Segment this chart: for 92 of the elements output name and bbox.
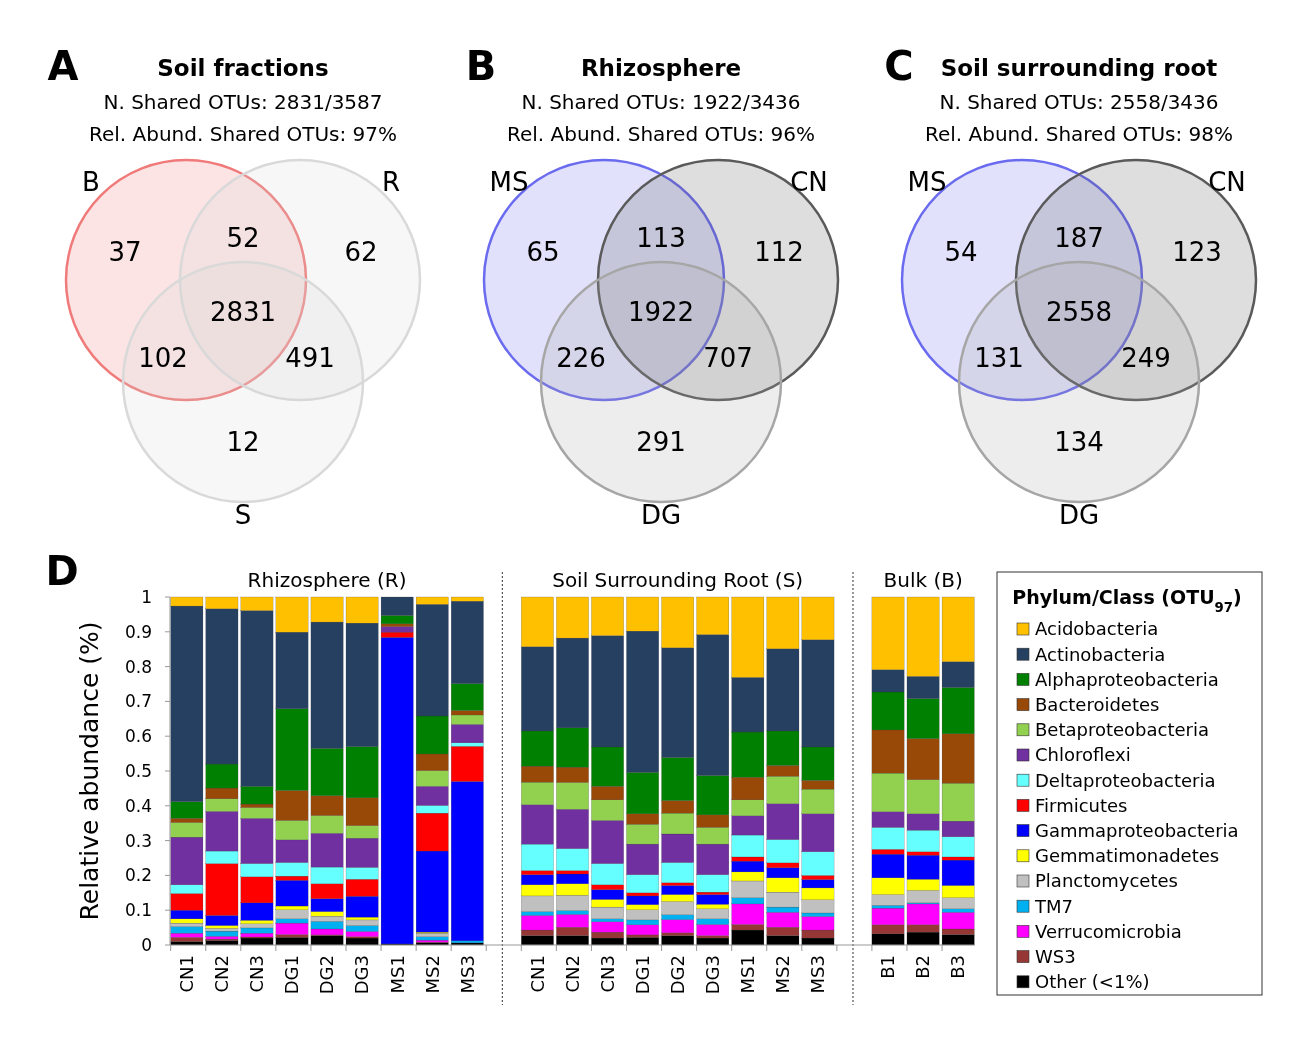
category-label: MS [489,167,529,197]
text: A [47,43,79,89]
y-tick-label: 0.8 [124,656,152,677]
text: N. Shared OTUs: 2831/3587 Rel. Abund. Shared OTUs: 97% [88,90,398,146]
legend-label: Bacteroidetes [1035,693,1160,715]
legend-label: WS3 [1035,945,1076,967]
legend-label: Chloroflexi [1035,744,1131,766]
x-tick-label: DG2 [666,955,688,995]
text: 65 [526,237,560,267]
x-tick-label: CN1 [176,955,198,993]
category-label: CN [790,167,828,197]
text: Rhizosphere [580,55,742,81]
text: 1922 [627,297,695,327]
text: 54 [944,237,978,267]
x-tick-label: DG3 [351,955,373,995]
y-tick-label: 0.2 [124,865,152,886]
text: D [45,548,79,594]
category-label: R [381,167,401,197]
y-tick-label: 0.5 [124,760,152,781]
x-tick-label: MS3 [807,955,829,994]
text: 187 [1054,223,1104,253]
text: 2558 [1045,297,1113,327]
x-tick-label: B1 [877,955,899,979]
x-tick-label: DG1 [281,955,303,995]
x-tick-label: MS2 [421,955,443,994]
legend-label: Actinobacteria [1035,643,1166,665]
legend-title: Phylum/Class (OTU$_{97}$) [1012,586,1242,615]
legend-label: Alphaproteobacteria [1035,668,1219,690]
y-tick-label: 0.1 [124,900,152,921]
text: 52 [226,223,260,253]
legend-label: Deltaproteobacteria [1035,769,1216,791]
y-tick-label: 1 [141,586,152,607]
category-label: MS [907,167,947,197]
text: 291 [636,427,686,457]
text: 491 [285,343,335,373]
legend-label: Planctomycetes [1035,870,1178,892]
category-label: B [82,167,100,197]
text: 707 [703,343,753,373]
x-tick-label: CN3 [246,955,268,993]
text: 12 [226,427,260,457]
category-label: S [234,500,252,530]
y-tick-label: 0 [141,934,152,955]
y-axis-title: Relative abundance (%) [75,621,104,921]
category-label: DG [1058,500,1100,530]
x-tick-label: MS1 [386,955,408,994]
category-label: CN [1208,167,1246,197]
text: N. Shared OTUs: 1922/3436 Rel. Abund. Shared OTUs: 96% [506,90,816,146]
text: 37 [108,237,142,267]
y-tick-label: 0.7 [124,691,152,712]
y-tick-label: 0.6 [124,726,152,747]
text: N. Shared OTUs: 2558/3436 Rel. Abund. Shared OTUs: 98% [924,90,1234,146]
x-tick-label: CN2 [211,955,233,993]
text: 113 [636,223,686,253]
text: 249 [1121,343,1171,373]
x-tick-label: CN3 [596,955,618,993]
legend-label: Gemmatimonadetes [1035,845,1220,867]
text: Soil surrounding root [940,55,1218,81]
x-tick-label: MS2 [772,955,794,994]
x-tick-label: MS3 [456,955,478,994]
text: Soil fractions [157,55,329,81]
text: C [884,43,914,89]
legend-label: Betaproteobacteria [1035,719,1210,741]
legend-label: Verrucomicrobia [1035,920,1182,942]
legend-label: TM7 [1034,895,1073,917]
text: 134 [1054,427,1104,457]
legend-label: Other (<1%) [1035,971,1150,993]
x-tick-label: DG1 [631,955,653,995]
text: 2831 [209,297,277,327]
x-tick-label: CN2 [561,955,583,993]
text: Bulk (B) [883,568,963,592]
text: 112 [754,237,804,267]
y-tick-label: 0.4 [124,795,152,816]
text: 131 [974,343,1024,373]
x-tick-label: CN1 [526,955,548,993]
text: B [465,43,497,89]
x-tick-label: DG2 [316,955,338,995]
x-tick-label: MS1 [737,955,759,994]
category-label: DG [640,500,682,530]
legend-label: Gammaproteobacteria [1035,819,1239,841]
x-tick-label: B3 [947,955,969,979]
text: 102 [138,343,188,373]
text: Rhizosphere (R) [247,568,407,592]
text: 62 [344,237,378,267]
text: Soil Surrounding Root (S) [552,568,804,592]
x-tick-label: B2 [912,955,934,979]
legend-label: Acidobacteria [1035,618,1159,640]
text: 123 [1172,237,1222,267]
x-tick-label: DG3 [702,955,724,995]
legend-label: Firmicutes [1035,794,1128,816]
text: 226 [556,343,606,373]
y-tick-label: 0.9 [124,621,152,642]
y-tick-label: 0.3 [124,830,152,851]
